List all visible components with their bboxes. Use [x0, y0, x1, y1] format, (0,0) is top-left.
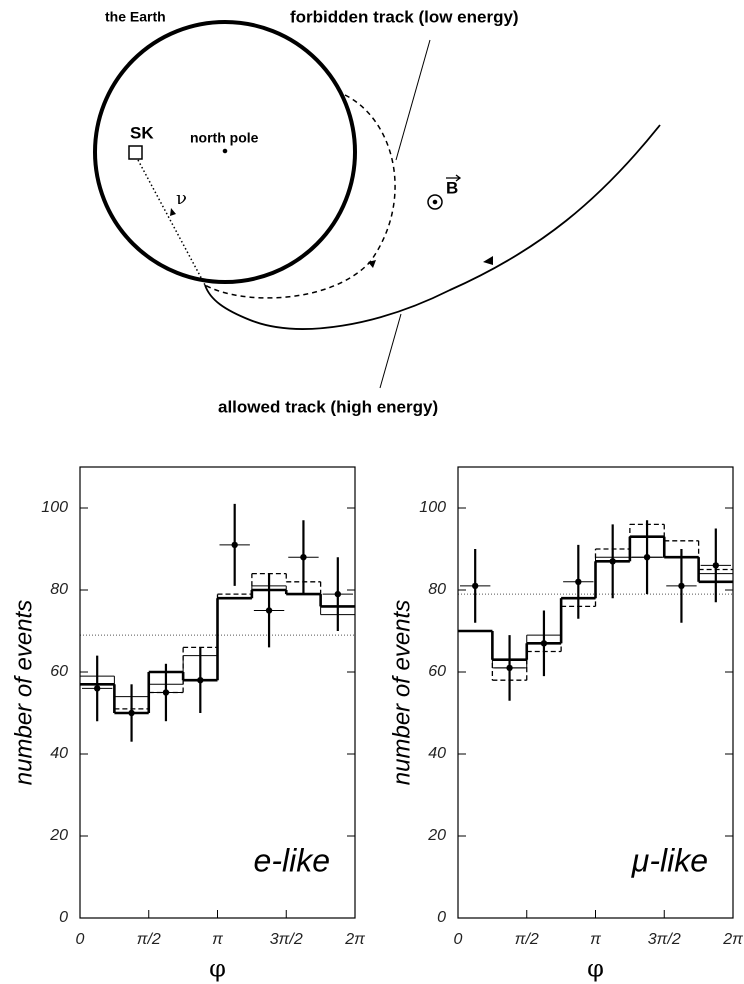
data-point: [162, 689, 170, 696]
neutrino-path: [137, 159, 206, 286]
x-tick-label: 0: [454, 931, 463, 948]
vector-arrow: [446, 174, 462, 182]
allowed-label: allowed track (high energy): [218, 397, 438, 416]
x-axis-label: φ: [209, 955, 226, 983]
pole-label: north pole: [190, 130, 259, 146]
data-point: [575, 578, 582, 585]
data-point: [506, 664, 513, 672]
arrowhead: [170, 208, 493, 268]
detector-box: [128, 145, 143, 160]
allowed-track: [204, 124, 661, 330]
data-point: [471, 582, 479, 590]
annotation: μ-like: [631, 842, 708, 878]
y-tick-label: 100: [419, 499, 446, 516]
x-tick-label: 3π/2: [648, 931, 681, 948]
field-dot: [432, 199, 438, 205]
y-tick-label: 80: [428, 581, 446, 598]
neutrino-label: ν: [176, 188, 187, 209]
x-tick-label: 2π: [722, 931, 743, 948]
x-tick-label: π: [212, 931, 223, 948]
y-tick-label: 60: [428, 663, 446, 680]
data-point: [678, 582, 685, 590]
data-point: [197, 677, 204, 684]
x-tick-label: π/2: [515, 931, 539, 948]
x-tick-label: π: [590, 931, 601, 948]
y-tick-label: 40: [428, 745, 446, 762]
diagram: [93, 20, 661, 389]
y-tick-label: 0: [59, 909, 68, 926]
x-tick-label: 2π: [344, 931, 365, 948]
data-point: [609, 558, 616, 565]
data-point: [300, 554, 307, 561]
x-tick-label: 3π/2: [270, 931, 303, 948]
earth-label: the Earth: [105, 9, 166, 25]
data-point: [128, 709, 135, 717]
y-tick-label: 20: [427, 827, 446, 844]
detector-label: SK: [130, 123, 154, 142]
pointer: [379, 313, 402, 389]
data-point: [643, 554, 651, 561]
field-label: B: [446, 178, 458, 197]
y-axis-label: number of events: [10, 600, 37, 785]
y-tick-label: 100: [41, 499, 68, 516]
field-symbol: [427, 194, 443, 210]
data-point: [334, 590, 342, 598]
forbidden-label: forbidden track (low energy): [290, 7, 519, 26]
pole-dot: [222, 148, 228, 154]
data-point: [540, 640, 548, 647]
data-point: [93, 685, 101, 692]
data-point: [231, 541, 238, 549]
earth: [93, 20, 357, 284]
data-point: [712, 562, 720, 569]
data-point: [265, 607, 273, 614]
y-tick-label: 40: [50, 745, 68, 762]
x-tick-label: π/2: [137, 931, 161, 948]
y-tick-label: 80: [50, 581, 68, 598]
annotation: e-like: [254, 842, 330, 878]
y-tick-label: 0: [437, 909, 446, 926]
forbidden-track: [204, 94, 396, 299]
y-axis-label: number of events: [388, 600, 415, 785]
x-axis-label: φ: [587, 955, 604, 983]
x-tick-label: 0: [76, 931, 85, 948]
y-tick-label: 60: [50, 663, 68, 680]
y-tick-label: 20: [49, 827, 68, 844]
pointer: [395, 39, 431, 161]
